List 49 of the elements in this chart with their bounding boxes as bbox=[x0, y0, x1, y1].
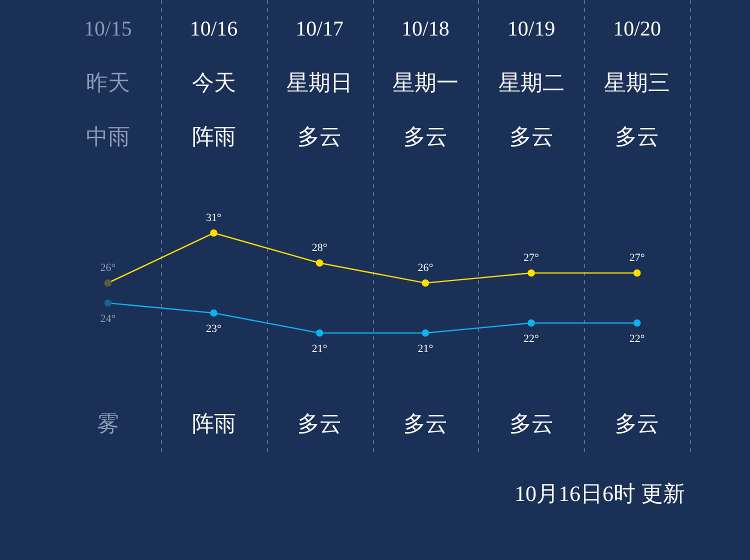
text: 中雨 bbox=[86, 124, 130, 149]
text: 雾 bbox=[96, 410, 119, 436]
text: 多云 bbox=[298, 124, 342, 149]
data-label: 23° bbox=[206, 322, 222, 335]
text: 星期日 bbox=[286, 70, 353, 95]
text: 今天 bbox=[192, 70, 236, 95]
point bbox=[633, 269, 641, 277]
text: 星期一 bbox=[392, 70, 458, 95]
data-label: 22° bbox=[524, 332, 539, 345]
point bbox=[422, 329, 430, 337]
point bbox=[210, 309, 218, 317]
data-label: 22° bbox=[629, 332, 645, 345]
text: 多云 bbox=[509, 410, 554, 436]
point bbox=[210, 229, 218, 237]
point bbox=[104, 299, 112, 307]
text: 星期二 bbox=[498, 70, 564, 95]
data-label: 27° bbox=[524, 252, 539, 264]
x-tick-label: 10/20 bbox=[613, 16, 662, 41]
text: 多云 bbox=[298, 410, 342, 436]
point bbox=[528, 319, 535, 327]
x-tick-label: 10/15 bbox=[84, 16, 132, 41]
text: 多云 bbox=[403, 124, 448, 149]
data-label: 27° bbox=[629, 252, 645, 264]
text: 星期三 bbox=[604, 70, 670, 95]
point bbox=[104, 279, 112, 287]
point bbox=[316, 329, 324, 337]
x-tick-label: 10/16 bbox=[190, 16, 238, 41]
data-label: 26° bbox=[100, 262, 116, 274]
text: 多云 bbox=[509, 124, 554, 149]
text: 10月16日6时 更新 bbox=[514, 480, 685, 506]
data-label: 28° bbox=[312, 242, 328, 254]
data-label: 21° bbox=[418, 342, 434, 355]
point bbox=[528, 269, 535, 277]
point bbox=[422, 279, 430, 287]
x-tick-label: 10/18 bbox=[401, 16, 450, 41]
data-label: 31° bbox=[206, 212, 222, 224]
x-tick-label: 10/17 bbox=[296, 16, 344, 41]
text: 多云 bbox=[615, 124, 660, 149]
point bbox=[316, 259, 324, 267]
text: 昨天 bbox=[86, 70, 130, 95]
text: 阵雨 bbox=[192, 124, 236, 149]
data-label: 26° bbox=[418, 262, 434, 274]
x-tick-label: 10/19 bbox=[507, 16, 556, 41]
text: 多云 bbox=[615, 410, 660, 436]
point bbox=[633, 319, 641, 327]
text: 多云 bbox=[403, 410, 448, 436]
data-label: 24° bbox=[100, 312, 116, 325]
data-label: 21° bbox=[312, 342, 328, 355]
text: 阵雨 bbox=[192, 410, 236, 436]
